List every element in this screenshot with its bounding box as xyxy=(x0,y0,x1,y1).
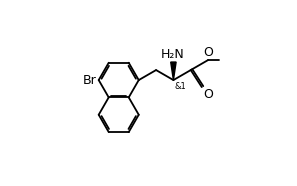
Text: O: O xyxy=(203,88,213,101)
Text: H₂N: H₂N xyxy=(161,48,184,61)
Text: O: O xyxy=(203,46,213,59)
Polygon shape xyxy=(171,62,176,80)
Text: Br: Br xyxy=(83,74,97,86)
Text: &1: &1 xyxy=(175,82,187,91)
